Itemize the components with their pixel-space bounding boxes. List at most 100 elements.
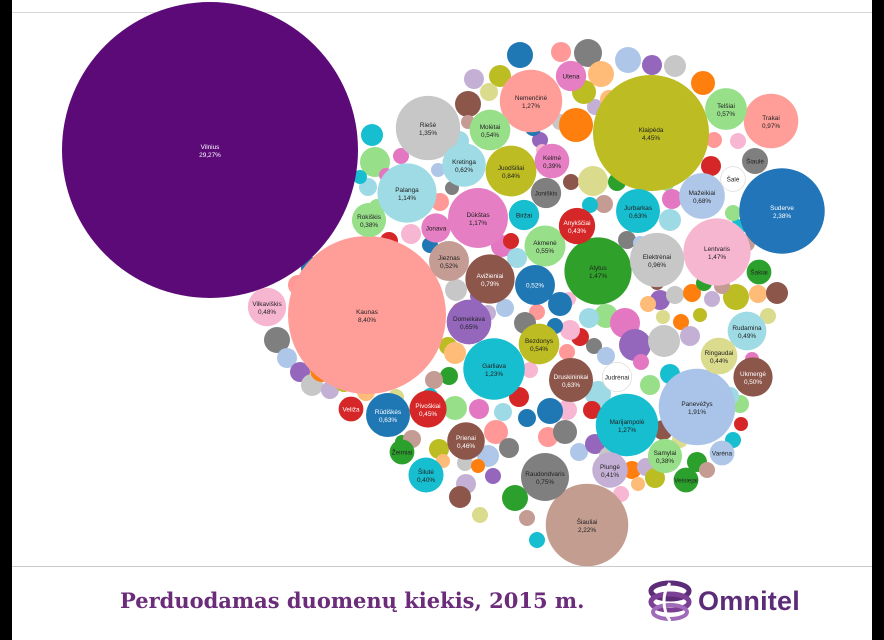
bubble-unnamed: 0,52% <box>515 265 555 305</box>
bubble-name-label: Judrėnai <box>605 375 630 382</box>
bubble-name-label: Marijampolė <box>610 419 645 426</box>
bubble-value-label: 0,63% <box>562 382 580 389</box>
bubble-circle <box>515 265 555 305</box>
filler-bubble <box>431 163 445 177</box>
bubble-circle <box>746 259 772 285</box>
filler-bubble <box>485 468 501 484</box>
bubble-circle <box>469 109 511 151</box>
bubble-name-label: Raudondvaris <box>525 471 564 478</box>
filler-bubble <box>507 248 527 268</box>
bubble-value-label: 1,27% <box>522 103 540 110</box>
filler-bubble <box>749 285 767 303</box>
filler-bubble <box>484 420 508 444</box>
bubble-name-label: Biržai <box>516 213 532 220</box>
filler-bubble <box>633 354 649 370</box>
bubble-name-label: Dūkštas <box>466 212 489 219</box>
filler-bubble <box>361 124 383 146</box>
bubble-name-label: Rūdiškės <box>375 409 401 416</box>
filler-bubble <box>443 396 467 420</box>
filler-bubble <box>563 174 579 190</box>
bubble-name-label: Lentvaris <box>704 246 730 253</box>
bubble-name-label: Palanga <box>395 187 419 194</box>
bubble-circle <box>720 166 746 192</box>
filler-bubble <box>619 329 651 361</box>
bubble-circle <box>679 173 725 219</box>
bubble-value-label: 2,22% <box>578 527 596 534</box>
bubble-name-label: Domeikava <box>453 316 485 323</box>
bubble-name-label: Šalė <box>727 175 740 184</box>
filler-bubble <box>673 314 689 330</box>
filler-bubble <box>518 409 536 427</box>
filler-bubble <box>264 327 290 353</box>
bubble-circle <box>377 163 437 223</box>
bubble-name-label: Veisiejai <box>674 478 697 485</box>
filler-bubble <box>766 282 788 304</box>
filler-bubble <box>704 291 720 307</box>
bubble-veisiejai: Veisiejai <box>673 467 699 493</box>
bubble-circle <box>629 232 685 288</box>
bubble-šakiai: Šakiai <box>746 259 772 285</box>
bubble-circle <box>739 168 825 254</box>
filler-bubble <box>579 308 599 328</box>
bubble-name-label: Avižieniai <box>477 273 504 280</box>
filler-bubble <box>480 83 498 101</box>
filler-bubble <box>503 233 519 249</box>
bubble-value-label: 0,63% <box>629 213 647 220</box>
bubble-circle <box>463 338 525 400</box>
bubble-circle <box>601 361 633 393</box>
filler-bubble <box>502 485 528 511</box>
filler-bubble <box>691 71 715 95</box>
bubble-name-label: Alytus <box>589 265 606 272</box>
bubble-value-label: 4,45% <box>642 135 660 142</box>
filler-bubble <box>559 108 593 142</box>
bubble-circle <box>727 311 767 351</box>
filler-bubble <box>277 348 297 368</box>
bubble-name-label: Samylai <box>654 450 677 457</box>
bubble-name-label: Kretinga <box>452 159 476 166</box>
filler-bubble <box>429 439 449 459</box>
bubble-value-label: 0,38% <box>656 458 674 465</box>
filler-bubble <box>444 342 466 364</box>
bubble-name-label: Mažeikiai <box>689 190 716 197</box>
bubble-name-label: Varėna <box>712 451 733 458</box>
bubble-value-label: 0,65% <box>460 324 478 331</box>
bubble-name-label: Suderve <box>770 205 794 212</box>
filler-bubble <box>489 65 511 87</box>
filler-bubble <box>645 468 665 488</box>
bubble-value-label: 1,27% <box>618 427 636 434</box>
bubble-name-label: Elektrėnai <box>643 254 671 261</box>
bubble-circle <box>62 2 358 298</box>
bubble-value-label: 0,41% <box>601 472 619 479</box>
bubble-name-label: Jurbarkas <box>624 205 652 212</box>
bubble-name-label: Šiaulė <box>746 157 764 166</box>
filler-bubble <box>642 55 662 75</box>
bubble-name-label: Utena <box>562 74 579 81</box>
bubble-circle <box>733 357 773 397</box>
bubble-name-label: Plungė <box>600 464 620 471</box>
filler-bubble <box>464 69 484 89</box>
bubble-circle <box>429 241 469 281</box>
bubble-chart: Vilnius29,27%Kaunas8,40%Klaipėda4,45%Sud… <box>62 2 825 567</box>
bubble-name-label: Klaipėda <box>639 127 664 134</box>
bubble-name-label: Žeimiai <box>392 448 413 457</box>
filler-bubble <box>496 299 514 317</box>
bubble-circle <box>421 213 451 243</box>
bubble-circle <box>595 393 659 457</box>
chart-caption: Perduodamas duomenų kiekis, 2015 m. <box>120 588 585 613</box>
bubble-name-label: Šiauliai <box>577 517 598 526</box>
bubble-value-label: 0,55% <box>536 248 554 255</box>
bubble-value-label: 0,46% <box>457 443 475 450</box>
bubble-circle <box>700 337 738 375</box>
